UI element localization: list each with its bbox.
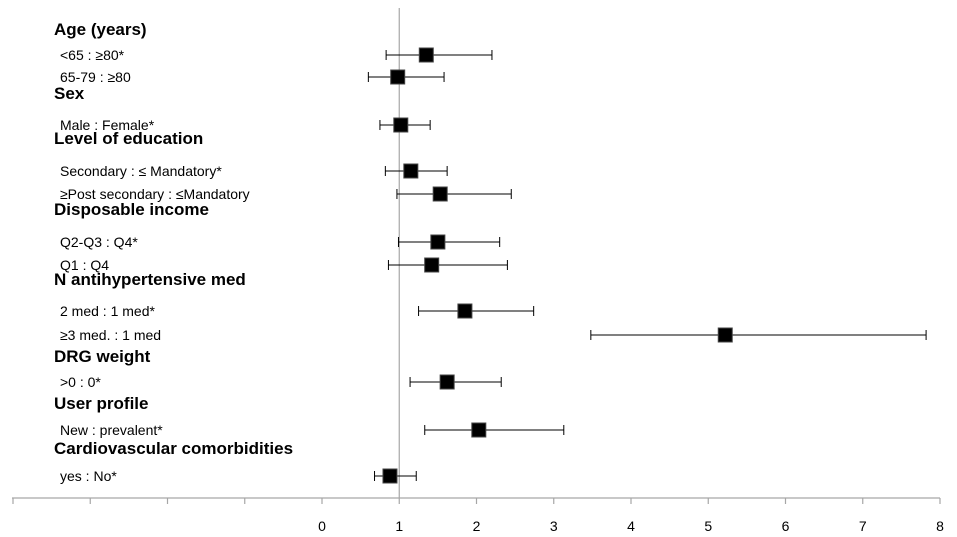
group-label: Sex <box>54 84 85 103</box>
row-label: New : prevalent* <box>60 422 163 438</box>
x-tick-label: 6 <box>782 518 790 534</box>
x-tick-label: 4 <box>627 518 635 534</box>
estimate-marker <box>457 303 473 319</box>
estimate-marker <box>717 327 733 343</box>
group-label: Age (years) <box>54 20 147 39</box>
row-label: >0 : 0* <box>60 374 101 390</box>
x-tick-label: 8 <box>936 518 944 534</box>
estimate-marker <box>382 468 398 484</box>
row-label: ≥3 med. : 1 med <box>60 327 161 343</box>
estimate-marker <box>390 69 406 85</box>
estimate-marker <box>418 47 434 63</box>
group-label: N antihypertensive med <box>54 270 246 289</box>
row-label: Male : Female* <box>60 117 155 133</box>
estimate-marker <box>439 374 455 390</box>
group-label: DRG weight <box>54 347 151 366</box>
row-label: ≥Post secondary : ≤Mandatory <box>60 186 250 202</box>
group-label: Level of education <box>54 129 203 148</box>
x-tick-label: 7 <box>859 518 867 534</box>
row-label: Q2-Q3 : Q4* <box>60 234 138 250</box>
x-tick-label: 1 <box>395 518 403 534</box>
estimate-marker <box>403 163 419 179</box>
estimate-marker <box>432 186 448 202</box>
x-tick-label: 3 <box>550 518 558 534</box>
estimate-marker <box>393 117 409 133</box>
row-label: Secondary : ≤ Mandatory* <box>60 163 222 179</box>
row-label: <65 : ≥80* <box>60 47 125 63</box>
estimate-marker <box>471 422 487 438</box>
x-tick-label: 0 <box>318 518 326 534</box>
row-label: 65-79 : ≥80 <box>60 69 131 85</box>
row-label: 2 med : 1 med* <box>60 303 155 319</box>
row-label: yes : No* <box>60 468 117 484</box>
row-label: Q1 : Q4 <box>60 257 109 273</box>
estimate-marker <box>430 234 446 250</box>
group-label: Disposable income <box>54 200 209 219</box>
x-tick-label: 2 <box>473 518 481 534</box>
x-tick-label: 5 <box>704 518 712 534</box>
group-label: Cardiovascular comorbidities <box>54 439 293 458</box>
estimate-marker <box>424 257 440 273</box>
group-label: User profile <box>54 394 148 413</box>
